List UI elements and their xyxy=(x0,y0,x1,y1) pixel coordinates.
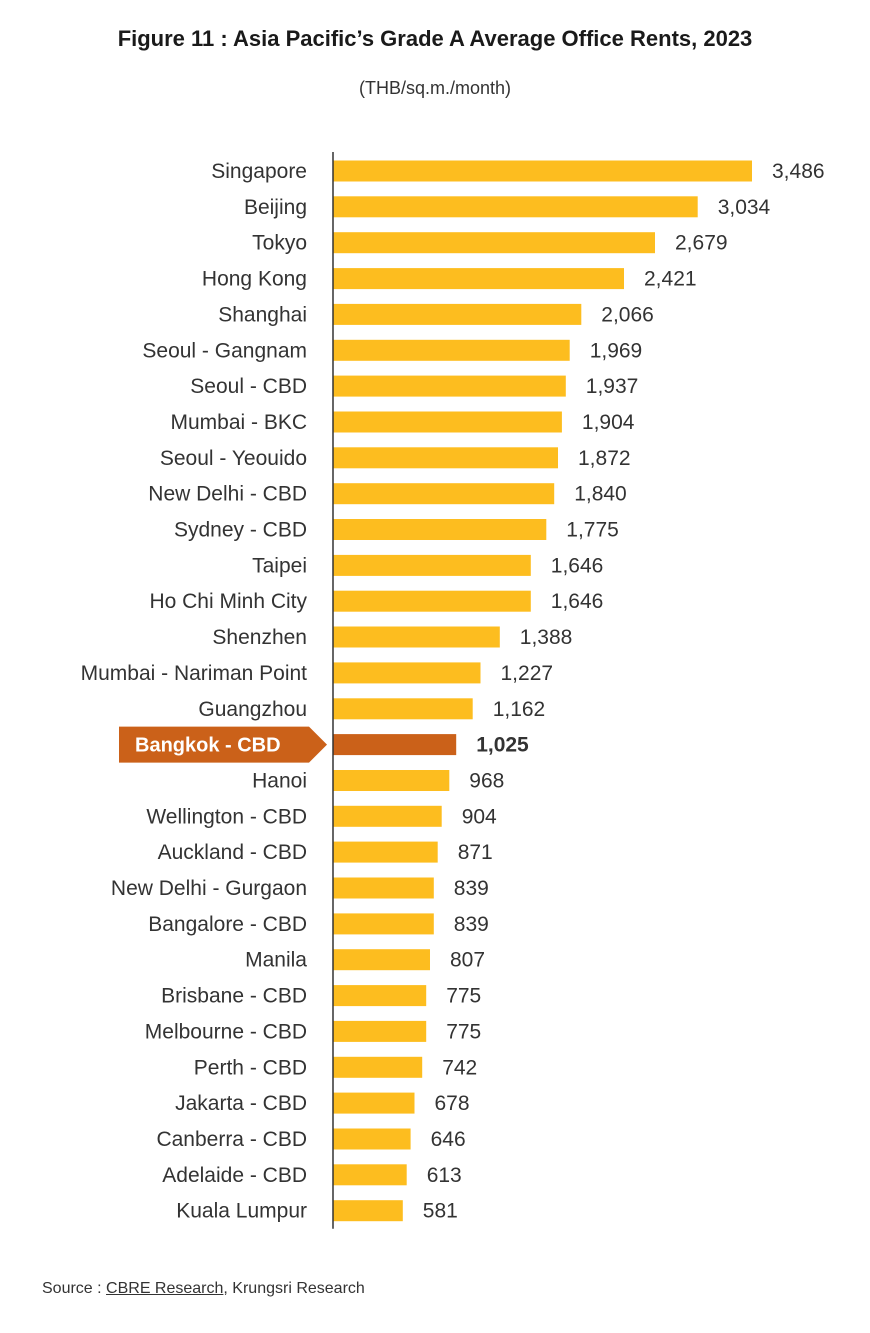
bar xyxy=(333,339,570,361)
value-label: 1,646 xyxy=(551,554,604,577)
source-suffix: , Krungsri Research xyxy=(223,1280,365,1297)
category-label: Jakarta - CBD xyxy=(175,1092,307,1115)
bar xyxy=(333,268,624,290)
value-label: 3,486 xyxy=(772,160,825,183)
value-label: 2,066 xyxy=(601,303,654,326)
bar xyxy=(333,411,562,433)
highlight-arrow xyxy=(119,726,327,763)
value-label: 1,775 xyxy=(566,519,619,542)
bar xyxy=(333,303,582,325)
category-label: Ho Chi Minh City xyxy=(149,590,307,613)
bar xyxy=(333,626,500,648)
value-label: 1,872 xyxy=(578,447,631,470)
bar xyxy=(333,160,752,182)
bar xyxy=(333,877,434,899)
category-label: Guangzhou xyxy=(198,698,307,721)
category-label: Seoul - Gangnam xyxy=(142,339,307,362)
value-label: 839 xyxy=(454,877,489,900)
value-label: 2,679 xyxy=(675,232,728,255)
category-label: Singapore xyxy=(211,160,307,183)
value-label: 775 xyxy=(446,1020,481,1043)
value-label: 1,025 xyxy=(476,734,529,757)
chart-title: Figure 11 : Asia Pacific’s Grade A Avera… xyxy=(117,26,753,51)
value-label: 1,162 xyxy=(493,698,546,721)
category-label: Shenzhen xyxy=(212,626,307,649)
category-label: Adelaide - CBD xyxy=(162,1164,307,1187)
category-label: Seoul - Yeouido xyxy=(160,447,307,470)
value-label: 1,969 xyxy=(590,339,643,362)
bar xyxy=(333,375,566,397)
category-label: Bangalore - CBD xyxy=(148,913,307,936)
bar xyxy=(333,949,430,971)
value-label: 839 xyxy=(454,913,489,936)
category-label: Mumbai - Nariman Point xyxy=(81,662,308,685)
bar xyxy=(333,698,473,720)
category-label: Tokyo xyxy=(252,232,307,255)
category-label: Wellington - CBD xyxy=(146,805,307,828)
category-label: Canberra - CBD xyxy=(156,1128,307,1151)
category-label: Manila xyxy=(245,949,307,972)
value-label: 2,421 xyxy=(644,268,697,291)
bar xyxy=(333,770,450,791)
bar xyxy=(333,554,531,576)
value-label: 1,388 xyxy=(520,626,573,649)
value-label: 613 xyxy=(427,1164,462,1187)
chart-unit: (THB/sq.m./month) xyxy=(358,78,512,98)
value-label: 968 xyxy=(469,769,504,792)
value-label: 904 xyxy=(462,805,497,828)
category-label: Beijing xyxy=(244,196,307,219)
bar xyxy=(333,232,655,254)
category-label: New Delhi - Gurgaon xyxy=(111,877,307,900)
value-label: 1,904 xyxy=(582,411,635,434)
category-label: Sydney - CBD xyxy=(174,519,307,542)
value-label: 742 xyxy=(442,1056,477,1079)
bar xyxy=(333,519,547,540)
bar xyxy=(333,1128,411,1150)
category-label: Mumbai - BKC xyxy=(170,411,307,434)
bar xyxy=(333,913,434,935)
value-label: 1,937 xyxy=(586,375,639,398)
category-label: Kuala Lumpur xyxy=(176,1200,307,1223)
category-label: Shanghai xyxy=(218,303,307,326)
category-label: Hong Kong xyxy=(202,268,307,291)
category-label: Taipei xyxy=(252,554,307,577)
value-label: 3,034 xyxy=(718,196,771,219)
source-link[interactable]: CBRE Research xyxy=(106,1280,224,1297)
value-label: 775 xyxy=(446,985,481,1008)
bar xyxy=(333,1164,407,1186)
value-label: 1,227 xyxy=(501,662,554,685)
bar xyxy=(333,1092,415,1114)
category-label: Brisbane - CBD xyxy=(161,985,307,1008)
bar xyxy=(333,1020,427,1042)
category-label: Auckland - CBD xyxy=(158,841,307,864)
bar xyxy=(333,662,481,684)
bar xyxy=(333,196,698,218)
category-label: Melbourne - CBD xyxy=(145,1020,307,1043)
bar xyxy=(333,805,442,827)
bar xyxy=(333,1056,423,1078)
bar xyxy=(333,447,558,469)
category-label: Perth - CBD xyxy=(194,1056,307,1079)
bar xyxy=(333,483,555,505)
source-note: Source : CBRE Research, Krungsri Researc… xyxy=(42,1280,365,1298)
bar xyxy=(333,590,531,612)
category-label: New Delhi - CBD xyxy=(148,483,307,506)
value-label: 646 xyxy=(431,1128,466,1151)
value-label: 678 xyxy=(435,1092,470,1115)
bar xyxy=(333,1200,403,1222)
bar xyxy=(333,841,438,863)
bar xyxy=(333,734,457,756)
category-label: Bangkok - CBD xyxy=(135,735,281,757)
value-label: 1,840 xyxy=(574,483,627,506)
value-label: 581 xyxy=(423,1200,458,1223)
value-label: 1,646 xyxy=(551,590,604,613)
category-label: Seoul - CBD xyxy=(190,375,307,398)
value-label: 807 xyxy=(450,949,485,972)
bar xyxy=(333,985,427,1007)
category-label: Hanoi xyxy=(252,769,307,792)
source-prefix: Source : xyxy=(42,1280,107,1297)
value-label: 871 xyxy=(458,841,493,864)
